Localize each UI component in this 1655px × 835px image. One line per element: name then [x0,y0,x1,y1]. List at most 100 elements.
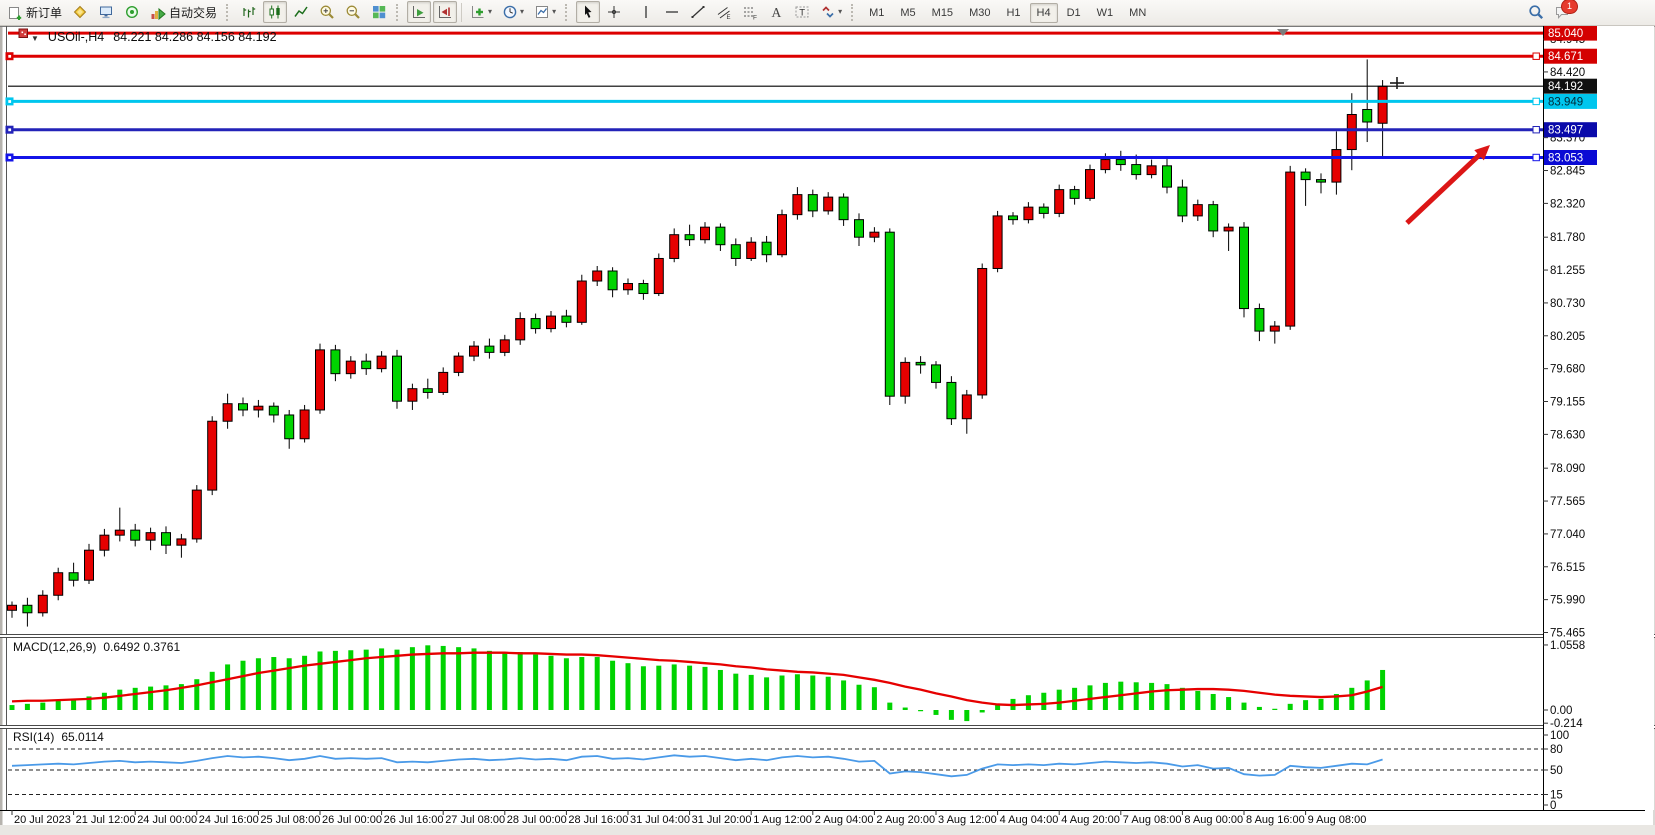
time-axis-label: 26 Jul 00:00 [322,814,382,826]
macd-bar [1025,695,1031,710]
price-tick-label: 80.730 [1550,298,1585,310]
price-badge-label: 83.053 [1548,153,1583,165]
candle [931,364,941,383]
candle [653,257,664,295]
auto-trading-label: 自动交易 [169,6,218,20]
zoom-out-button[interactable] [341,1,365,23]
candle [176,538,187,546]
text-button[interactable]: A [764,1,788,23]
zoom-in-button[interactable] [315,1,339,23]
candle [438,371,449,393]
time-axis-label: 31 Jul 04:00 [630,814,690,826]
macd-bar [1195,690,1201,710]
macd-bar [24,703,30,710]
macd-bar [810,675,816,710]
candle [299,409,310,440]
time-axis-label: 1 Aug 12:00 [753,814,812,826]
channel-button[interactable]: E [712,1,736,23]
candle [977,267,988,396]
crosshair-button[interactable] [602,1,626,23]
candle [838,196,849,221]
chat-button[interactable]: 1 [1550,0,1578,23]
timeframe-m1-button[interactable]: M1 [862,3,891,23]
template-button[interactable]: ▾ [530,1,560,23]
macd-bar [687,665,693,710]
candle [222,403,233,422]
price-tick-label: 77.040 [1550,529,1585,541]
macd-bar [225,664,231,710]
price-tick-label: 79.155 [1550,397,1585,409]
timeframe-m15-button[interactable]: M15 [925,3,960,23]
timeframe-d1-button[interactable]: D1 [1060,3,1088,23]
toolbar: 新订单 自动交易 ▾ ▾ ▾ E F A T ▾ M1 M5 M15 M30 H1 H4 D1 W1 MN … [0,0,1655,26]
gold-ingot-button[interactable] [68,1,92,23]
macd-bar [918,710,924,712]
timeframe-m5-button[interactable]: M5 [893,3,922,23]
candle [145,532,156,541]
chevron-down-icon[interactable]: ▼ [31,34,39,43]
price-badge [1544,122,1597,138]
ohlc-values: 84.221 84.286 84.156 84.192 [113,30,277,44]
candle [284,414,295,440]
cursor-button[interactable] [576,0,601,23]
toolbar-grip [226,4,232,21]
macd-bar [409,647,415,710]
macd-bar [671,664,677,710]
candle [669,234,680,259]
terminal-button[interactable] [94,1,118,23]
macd-bar [933,710,939,715]
price-badge-label: 85.040 [1548,28,1583,40]
macd-bar [517,652,523,710]
candle [730,244,741,259]
line-chart-button[interactable] [289,1,313,23]
text-label-button[interactable]: T [790,1,814,23]
chart-canvas[interactable]: 84.94584.42083.37082.84582.32081.78081.2… [0,26,1655,835]
periods-clock-button[interactable]: ▾ [498,1,528,23]
tile-windows-button[interactable] [367,1,391,23]
macd-bar [594,657,600,710]
toolbar-grip [851,4,857,21]
candlestick-chart-button[interactable] [263,0,288,23]
horizontal-line-button[interactable] [660,1,684,23]
price-axis[interactable] [1544,26,1654,810]
new-order-button[interactable]: 新订单 [3,2,66,24]
search-button[interactable] [1524,1,1548,23]
line-handle[interactable] [1532,52,1540,60]
bar-chart-icon [241,4,257,20]
timeframe-h1-button[interactable]: H1 [999,3,1027,23]
price-tick-label: 81.780 [1550,232,1585,244]
zoom-in-icon [319,4,335,20]
candle [422,388,433,393]
timeframe-mn-button[interactable]: MN [1122,3,1153,23]
candle [992,215,1003,269]
chart-window-icon[interactable] [18,28,28,38]
shift-marker[interactable] [1277,29,1289,36]
timeframe-w1-button[interactable]: W1 [1090,3,1121,23]
indicators-button[interactable]: ▾ [466,1,496,23]
auto-scroll-button[interactable] [407,0,432,23]
horizontal-line-icon [664,4,680,20]
fibonacci-button[interactable]: F [738,1,762,23]
price-tick-label: 78.090 [1550,463,1585,475]
timeframe-m30-button[interactable]: M30 [962,3,997,23]
price-tick-label: 79.680 [1550,364,1585,376]
line-handle[interactable] [1532,97,1540,106]
bar-chart-button[interactable] [237,1,261,23]
vertical-line-button[interactable] [634,1,658,23]
auto-trading-button[interactable]: 自动交易 [146,2,221,24]
community-button[interactable] [120,1,144,23]
chart-shift-button[interactable] [433,0,458,23]
rsi-name: RSI(14) [13,730,55,744]
timeframe-h4-button[interactable]: H4 [1029,2,1058,23]
trendline-button[interactable] [686,1,710,23]
line-handle[interactable] [1532,126,1540,134]
candle [961,394,972,420]
line-handle[interactable] [1532,153,1540,162]
candle [1269,325,1280,332]
trend-arrow-annotation[interactable] [1405,151,1483,225]
svg-text:E: E [727,15,731,20]
arrows-shapes-button[interactable]: ▾ [816,1,846,23]
time-axis[interactable] [0,810,1655,826]
rsi-axis-label: 15 [1550,790,1563,802]
notification-badge[interactable]: 1 [1561,0,1578,14]
